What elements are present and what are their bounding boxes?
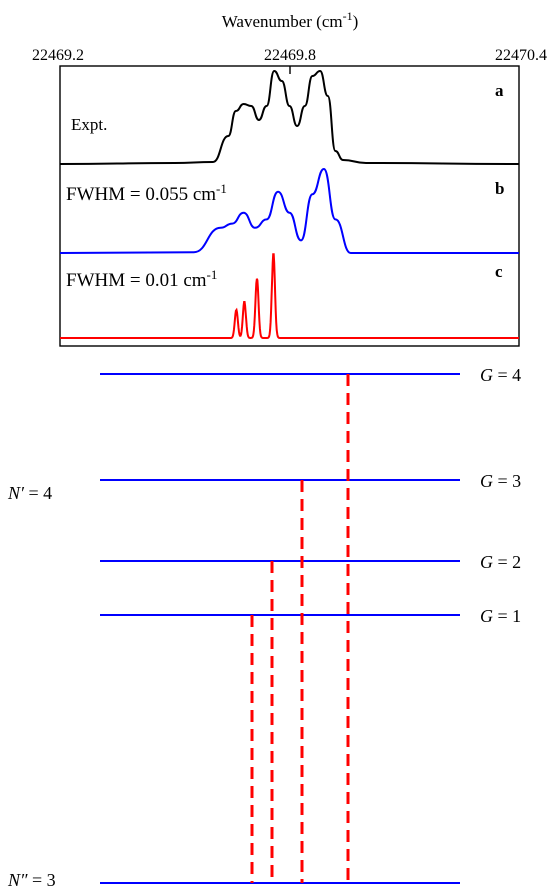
axis-title: Wavenumber (cm-1) [222,9,359,31]
panel-label-fwhm-0055: FWHM = 0.055 cm-1 [66,181,227,205]
trace-fwhm-001 [60,253,519,339]
panel-label-fwhm-001: FWHM = 0.01 cm-1 [66,267,217,291]
panel-letter-c: c [495,262,503,281]
level-label-g2: G = 2 [480,552,521,572]
tick-label: 22470.4 [495,47,547,64]
tick-label: 22469.8 [264,47,316,64]
trace-fwhm-0055 [59,167,519,255]
lower-state-label: N″ = 3 [7,870,56,888]
level-label-g3: G = 3 [480,471,521,491]
plot-frame [59,65,520,347]
trace-expt [59,69,520,165]
upper-state-label: N′ = 4 [7,483,52,503]
level-label-g1: G = 1 [480,606,521,626]
panel-letter-a: a [495,81,504,100]
level-label-g4: G = 4 [480,365,521,385]
tick-label: 22469.2 [32,47,84,64]
panel-letter-b: b [495,179,504,198]
panel-label-expt: Expt. [71,115,107,134]
